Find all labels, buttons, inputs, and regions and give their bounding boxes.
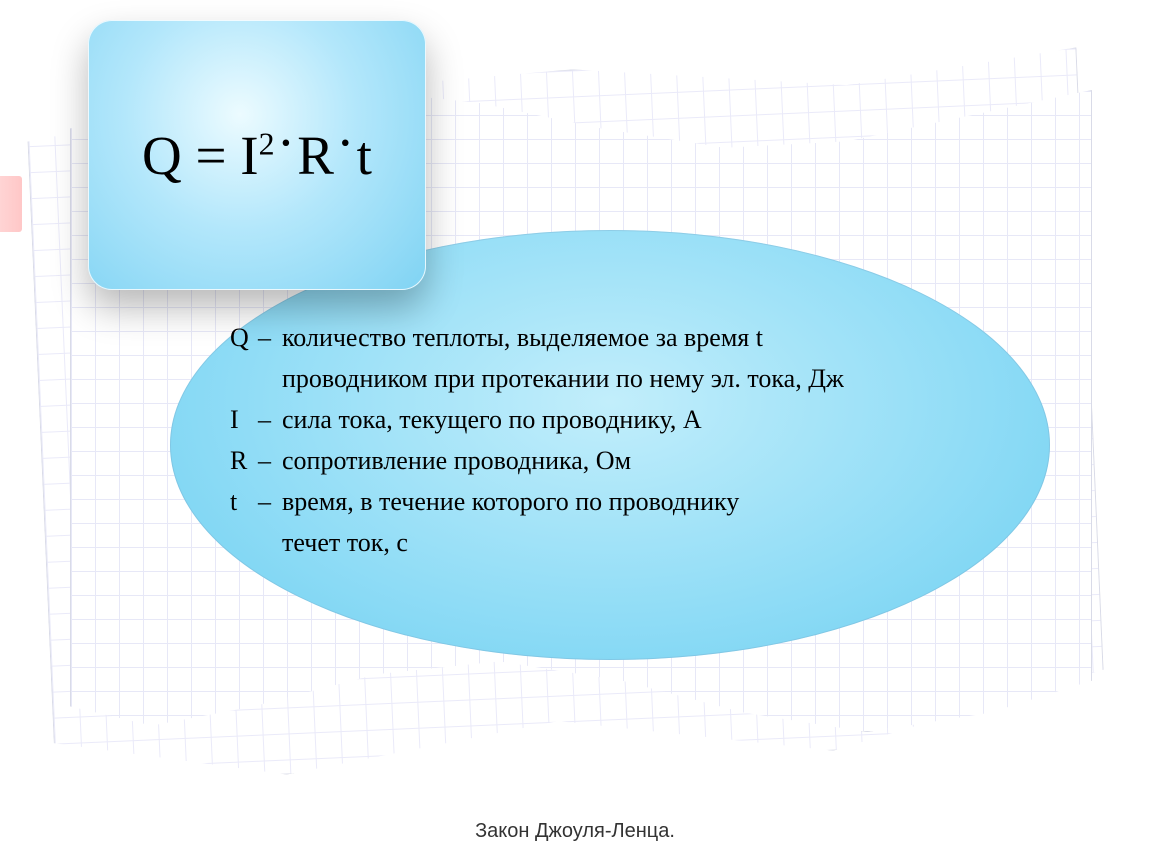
definition-symbol: Q bbox=[230, 320, 258, 355]
definition-text-cont: проводником при протекании по нему эл. т… bbox=[230, 361, 1010, 396]
definition-dash: – bbox=[258, 443, 282, 478]
definition-text: количество теплоты, выделяемое за время … bbox=[282, 320, 1010, 355]
formula-r: R bbox=[297, 125, 334, 186]
formula-dot-1: · bbox=[275, 112, 298, 173]
definition-symbol: I bbox=[230, 402, 258, 437]
formula-i: I bbox=[240, 125, 258, 186]
definition-row: Q–количество теплоты, выделяемое за врем… bbox=[230, 320, 1010, 355]
formula-eq: = bbox=[196, 125, 241, 186]
formula-card: Q = I2·R·t bbox=[88, 20, 426, 290]
definition-row: t–время, в течение которого по проводник… bbox=[230, 484, 1010, 519]
definition-row: R–сопротивление проводника, Ом bbox=[230, 443, 1010, 478]
definition-symbol: t bbox=[230, 484, 258, 519]
definition-dash: – bbox=[258, 484, 282, 519]
definition-row-continuation: проводником при протекании по нему эл. т… bbox=[230, 361, 1010, 396]
formula-lhs: Q bbox=[142, 125, 182, 186]
definition-text-cont: течет ток, с bbox=[230, 525, 1010, 560]
definition-symbol: R bbox=[230, 443, 258, 478]
definition-text: сопротивление проводника, Ом bbox=[282, 443, 1010, 478]
formula-t: t bbox=[357, 125, 372, 186]
definition-row: I–сила тока, текущего по проводнику, А bbox=[230, 402, 1010, 437]
slide-caption: Закон Джоуля-Ленца. bbox=[0, 820, 1150, 843]
definitions-block: Q–количество теплоты, выделяемое за врем… bbox=[230, 320, 1010, 567]
definition-text: сила тока, текущего по проводнику, А bbox=[282, 402, 1010, 437]
formula-text: Q = I2·R·t bbox=[142, 124, 372, 187]
decorative-sliver bbox=[0, 176, 22, 232]
definition-dash: – bbox=[258, 320, 282, 355]
formula-squared: 2 bbox=[259, 126, 275, 161]
definition-row-continuation: течет ток, с bbox=[230, 525, 1010, 560]
definition-text: время, в течение которого по проводнику bbox=[282, 484, 1010, 519]
slide-canvas: Q = I2·R·t Q–количество теплоты, выделяе… bbox=[0, 0, 1150, 864]
definition-dash: – bbox=[258, 402, 282, 437]
formula-dot-2: · bbox=[334, 112, 357, 173]
caption-text: Закон Джоуля-Ленца. bbox=[475, 820, 675, 842]
